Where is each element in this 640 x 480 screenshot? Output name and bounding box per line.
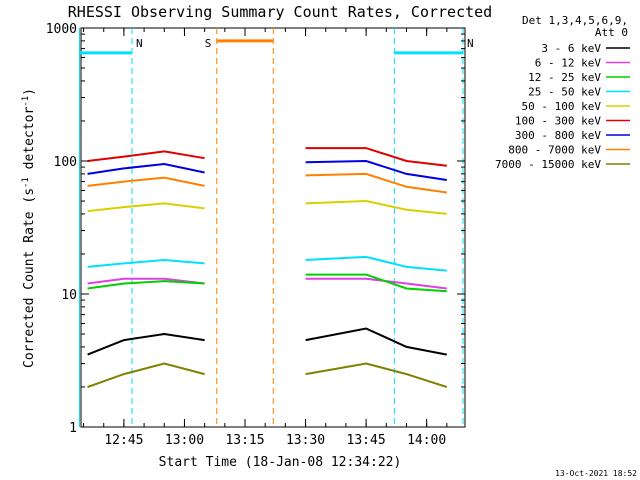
y-tick-label: 100 <box>54 155 77 170</box>
series-line-25-50kev-before <box>87 258 205 268</box>
legend-entry-label: 25 - 50 keV <box>528 86 601 99</box>
x-tick-label: 13:00 <box>165 433 204 448</box>
series-line-7000-15000kev-before <box>87 362 205 388</box>
legend-entry-label: 100 - 300 keV <box>515 115 601 128</box>
y-tick-label: 1000 <box>46 22 77 37</box>
annotation-layer: N NS <box>79 28 474 427</box>
legend-entry-label: 7000 - 15000 keV <box>495 158 601 171</box>
plot-frame <box>80 27 466 428</box>
series-line-100-300kev-before <box>87 150 205 162</box>
series-line-800-7000kev-before <box>87 176 205 187</box>
legend-entry-label: 6 - 12 keV <box>535 57 602 70</box>
series-line-50-100kev-before <box>87 202 205 213</box>
x-tick-label: 13:15 <box>225 433 264 448</box>
series-line-300-800kev-before <box>87 162 205 175</box>
x-tick-label: 12:45 <box>104 433 143 448</box>
chart-title: RHESSI Observing Summary Count Rates, Co… <box>68 3 492 21</box>
y-axis-label-part2: detector <box>22 107 37 178</box>
y-axis-label-part3: ) <box>22 88 37 96</box>
series-layer <box>87 147 448 388</box>
x-tick-label: 13:30 <box>286 433 325 448</box>
generation-timestamp: 13-Oct-2021 18:52 <box>555 469 637 478</box>
y-tick-label: 1 <box>69 421 77 436</box>
legend-header-line: Det 1,3,4,5,6,9, <box>522 14 628 27</box>
series-line-100-300kev-after <box>305 147 447 167</box>
interval-label: N <box>467 37 474 50</box>
interval-label: N <box>136 37 143 50</box>
series-line-25-50kev-after <box>305 255 447 272</box>
y-axis-label: Corrected Count Rate (s-1 detector-1) <box>21 88 37 368</box>
y-axis-label-sup2: -1 <box>21 96 31 107</box>
series-line-6-12kev-after <box>305 277 447 290</box>
y-axis-label-sup1: -1 <box>21 177 31 188</box>
series-line-7000-15000kev-after <box>305 362 448 388</box>
x-axis-label: Start Time (18-Jan-08 12:34:22) <box>159 455 402 470</box>
x-tick-label: 14:00 <box>407 433 446 448</box>
legend: Det 1,3,4,5,6,9,Att 0 3 - 6 keV 6 - 12 keV… <box>495 14 630 171</box>
interval-label: S <box>205 37 212 50</box>
axes-layer: 12:45 13:00 13:15 13:30 13:45 14:00 1 10 100 1000 <box>46 22 465 448</box>
series-line-800-7000kev-after <box>305 172 447 194</box>
legend-entry-label: 300 - 800 keV <box>515 129 601 142</box>
series-line-12-25kev-before <box>87 280 205 290</box>
series-line-300-800kev-after <box>305 159 447 181</box>
series-line-50-100kev-after <box>305 199 447 215</box>
legend-entry-label: 50 - 100 keV <box>522 100 602 113</box>
series-line-6-12kev-before <box>87 277 205 285</box>
legend-entry-label: 12 - 25 keV <box>528 71 601 84</box>
x-tick-label: 13:45 <box>347 433 386 448</box>
y-axis-label-part1: Corrected Count Rate (s <box>22 188 37 368</box>
legend-entry-label: 3 - 6 keV <box>541 42 601 55</box>
series-line-3-6kev-before <box>87 332 205 356</box>
legend-entry-label: 800 - 7000 keV <box>508 144 601 157</box>
series-line-3-6kev-after <box>305 327 447 356</box>
series-line-12-25kev-after <box>305 273 447 293</box>
legend-header-line: Att 0 <box>595 26 628 39</box>
y-tick-label: 10 <box>61 288 77 303</box>
